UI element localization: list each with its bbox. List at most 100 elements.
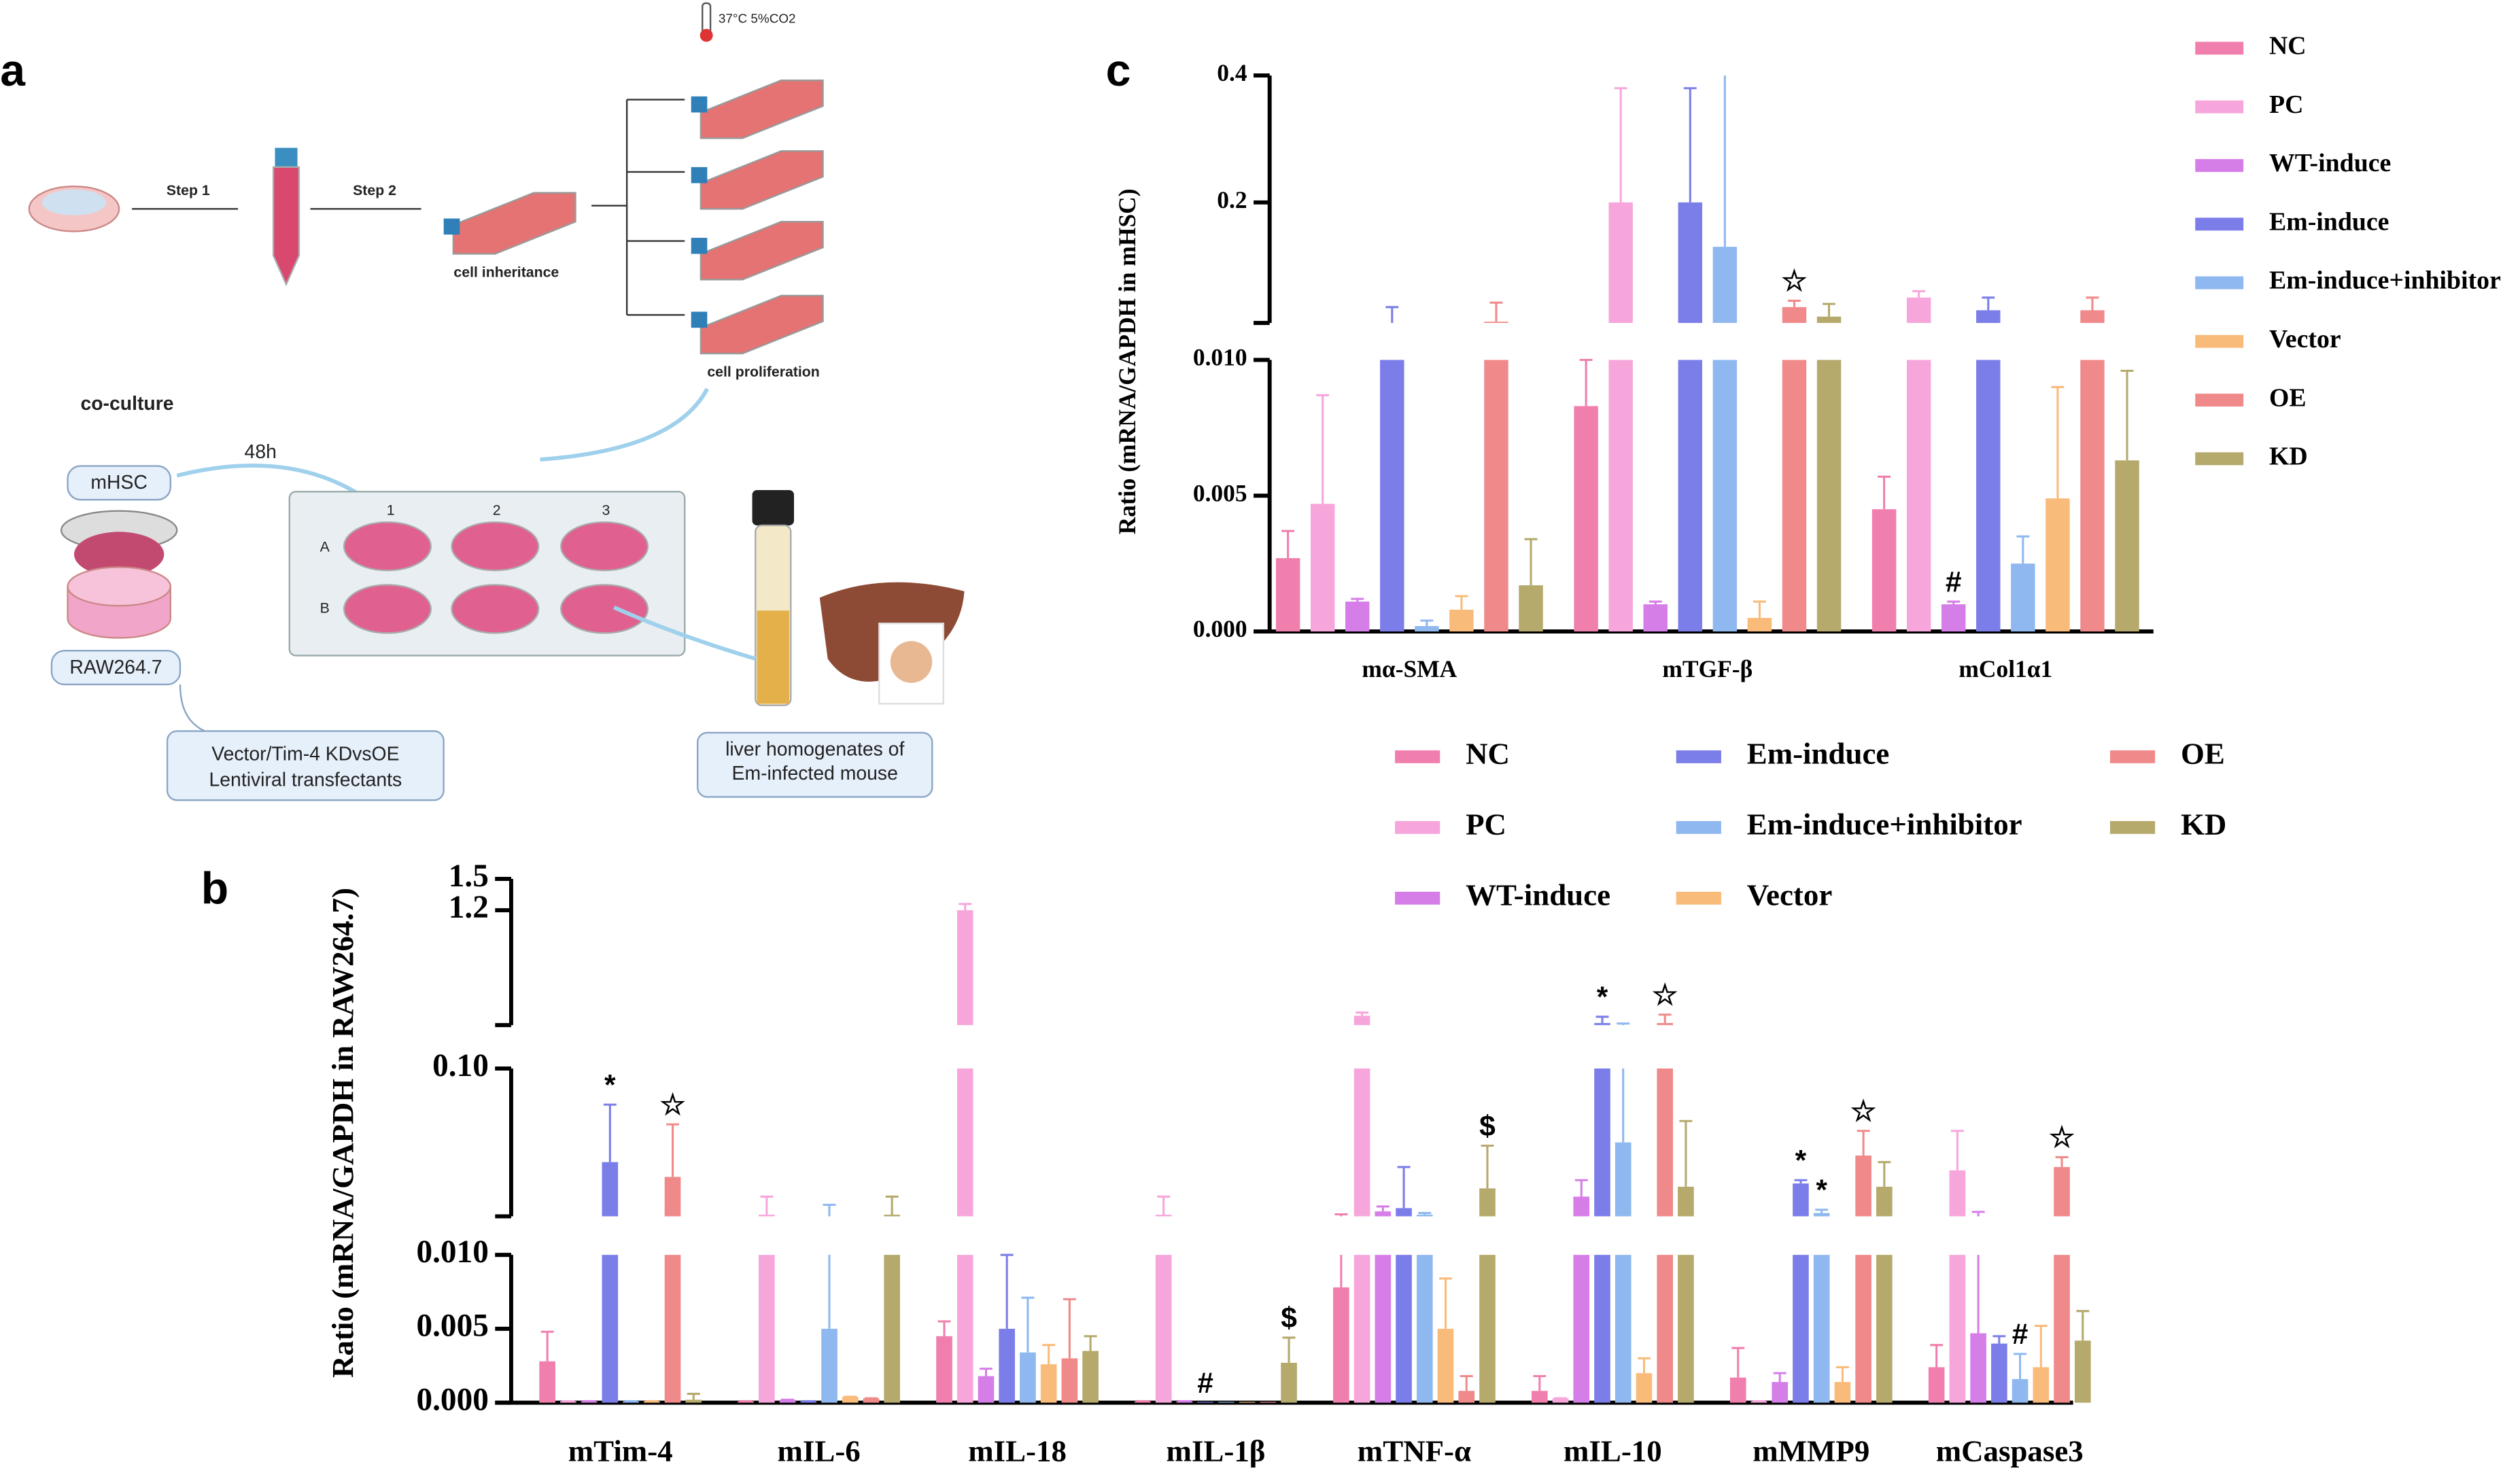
box-label: Em-infected mouse: [732, 763, 898, 784]
bar: [2080, 310, 2105, 324]
bar: [1657, 1068, 1674, 1217]
label-box: [50, 650, 182, 686]
row-label: B: [320, 600, 330, 617]
legend-swatch: [2109, 820, 2156, 834]
bar: [1040, 1364, 1057, 1403]
bar: [1333, 1287, 1349, 1403]
bar: [1415, 625, 1439, 631]
significance-marker: #: [1946, 566, 1962, 598]
bar: [1813, 1255, 1830, 1403]
bar: [1657, 1023, 1674, 1026]
bar: [1380, 360, 1404, 631]
bar: [1345, 602, 1370, 631]
legend-swatch: [2195, 41, 2244, 55]
bar: [1484, 322, 1508, 324]
bar: [685, 1400, 702, 1403]
label-box: [67, 465, 172, 501]
bar: [1813, 1213, 1830, 1217]
bar: [2080, 360, 2105, 631]
significance-marker: $: [1479, 1110, 1496, 1143]
legend-swatch: [1676, 820, 1721, 834]
bar: [1458, 1391, 1475, 1403]
panel-label: b: [201, 863, 228, 914]
column-label: 1: [387, 502, 395, 518]
bar: [1155, 1215, 1172, 1217]
bar: [1281, 1362, 1297, 1403]
bar: [884, 1215, 901, 1217]
legend-label: WT-induce: [1466, 878, 1610, 912]
bar: [1949, 1255, 1966, 1403]
label-box: [166, 730, 445, 801]
flask-cap: [443, 218, 460, 235]
significance-marker: ☆: [1652, 979, 1678, 1011]
bar: [1574, 406, 1598, 631]
bar: [821, 1328, 838, 1403]
x-tick-label: mCaspase3: [1936, 1434, 2084, 1468]
y-tick-label: 0.000: [417, 1382, 489, 1417]
legend-label: PC: [1466, 808, 1506, 841]
y-tick-label: 0.010: [1193, 344, 1247, 371]
bar: [1928, 1367, 1945, 1403]
legend-swatch: [2195, 159, 2244, 172]
tissue-cyst: [890, 641, 933, 683]
bar: [1416, 1215, 1433, 1217]
y-axis-label: Ratio (mRNA/GAPDH in RAW264.7): [326, 888, 360, 1378]
bar: [863, 1398, 880, 1403]
bar: [539, 1361, 555, 1403]
bar: [884, 1255, 901, 1403]
bar: [1876, 1186, 1893, 1217]
bar: [1855, 1255, 1871, 1403]
bar: [842, 1396, 859, 1403]
box-label: Vector/Tim-4 KDvsOE: [211, 743, 399, 765]
y-tick-label: 0.2: [1217, 186, 1247, 213]
x-tick-label: mIL-10: [1564, 1434, 1662, 1468]
x-tick-label: mIL-18: [968, 1434, 1067, 1468]
arrow: [613, 605, 757, 661]
bar: [978, 1376, 995, 1403]
bar: [1484, 360, 1508, 631]
bar: [1594, 1255, 1610, 1403]
bar: [1782, 307, 1807, 324]
y-tick-label: 0.005: [1193, 479, 1247, 506]
bar: [2012, 1378, 2029, 1403]
bar: [1416, 1255, 1433, 1403]
legend-swatch: [2195, 452, 2244, 466]
column-label: 2: [493, 502, 501, 518]
bar: [1678, 1255, 1694, 1403]
flask-group: [627, 80, 824, 355]
step-label: Step 1: [167, 182, 210, 198]
bar: [1729, 1377, 1746, 1403]
bar: [1871, 509, 1897, 631]
homogenate: [757, 610, 789, 704]
label-box: [696, 731, 933, 798]
bar: [1643, 604, 1668, 631]
significance-marker: *: [1597, 981, 1608, 1013]
bar: [602, 1162, 619, 1217]
bar: [1970, 1333, 1986, 1403]
bar: [936, 1336, 952, 1403]
legend-label: NC: [2269, 32, 2307, 60]
legend-label: KD: [2181, 808, 2226, 841]
bar: [1615, 1142, 1632, 1217]
box-label: Lentiviral transfectants: [209, 769, 402, 791]
bar: [2011, 563, 2035, 631]
bar: [1594, 1023, 1610, 1026]
bar: [1479, 1255, 1496, 1403]
bottle-cap: [752, 489, 794, 525]
significance-marker: ☆: [1781, 265, 1807, 298]
bar: [1020, 1352, 1036, 1403]
flask: [452, 192, 576, 255]
legend-swatch: [1395, 820, 1440, 834]
bar: [1396, 1208, 1412, 1217]
bar: [1082, 1351, 1099, 1403]
bar: [1747, 618, 1772, 631]
time-label: 48h: [245, 441, 277, 463]
significance-marker: *: [1816, 1174, 1827, 1207]
x-tick-label: mTGF-β: [1662, 655, 1753, 682]
bar: [1636, 1373, 1653, 1403]
bar: [1906, 360, 1931, 631]
bar: [956, 1068, 973, 1217]
bar: [1793, 1183, 1809, 1217]
